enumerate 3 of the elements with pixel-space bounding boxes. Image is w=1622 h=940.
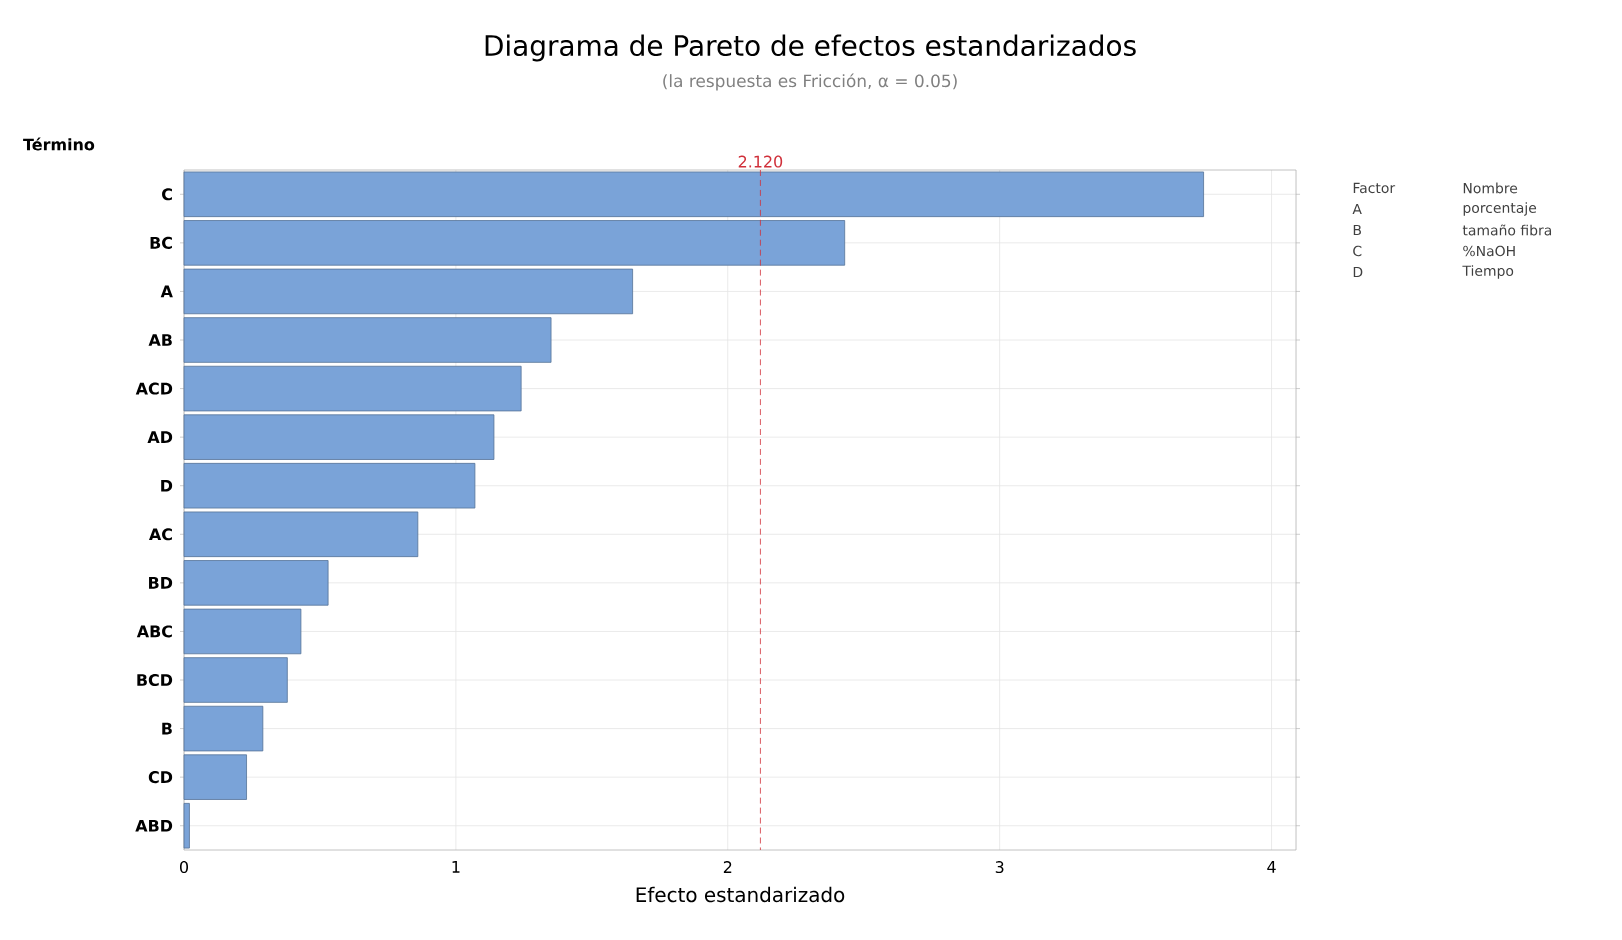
chart-title: Diagrama de Pareto de efectos estandarizados bbox=[485, 34, 1136, 62]
chart-subtitle: (la respuesta es Fricción, α = 0.05) bbox=[663, 73, 957, 91]
x-axis-title: Efecto estandarizado bbox=[636, 886, 845, 903]
